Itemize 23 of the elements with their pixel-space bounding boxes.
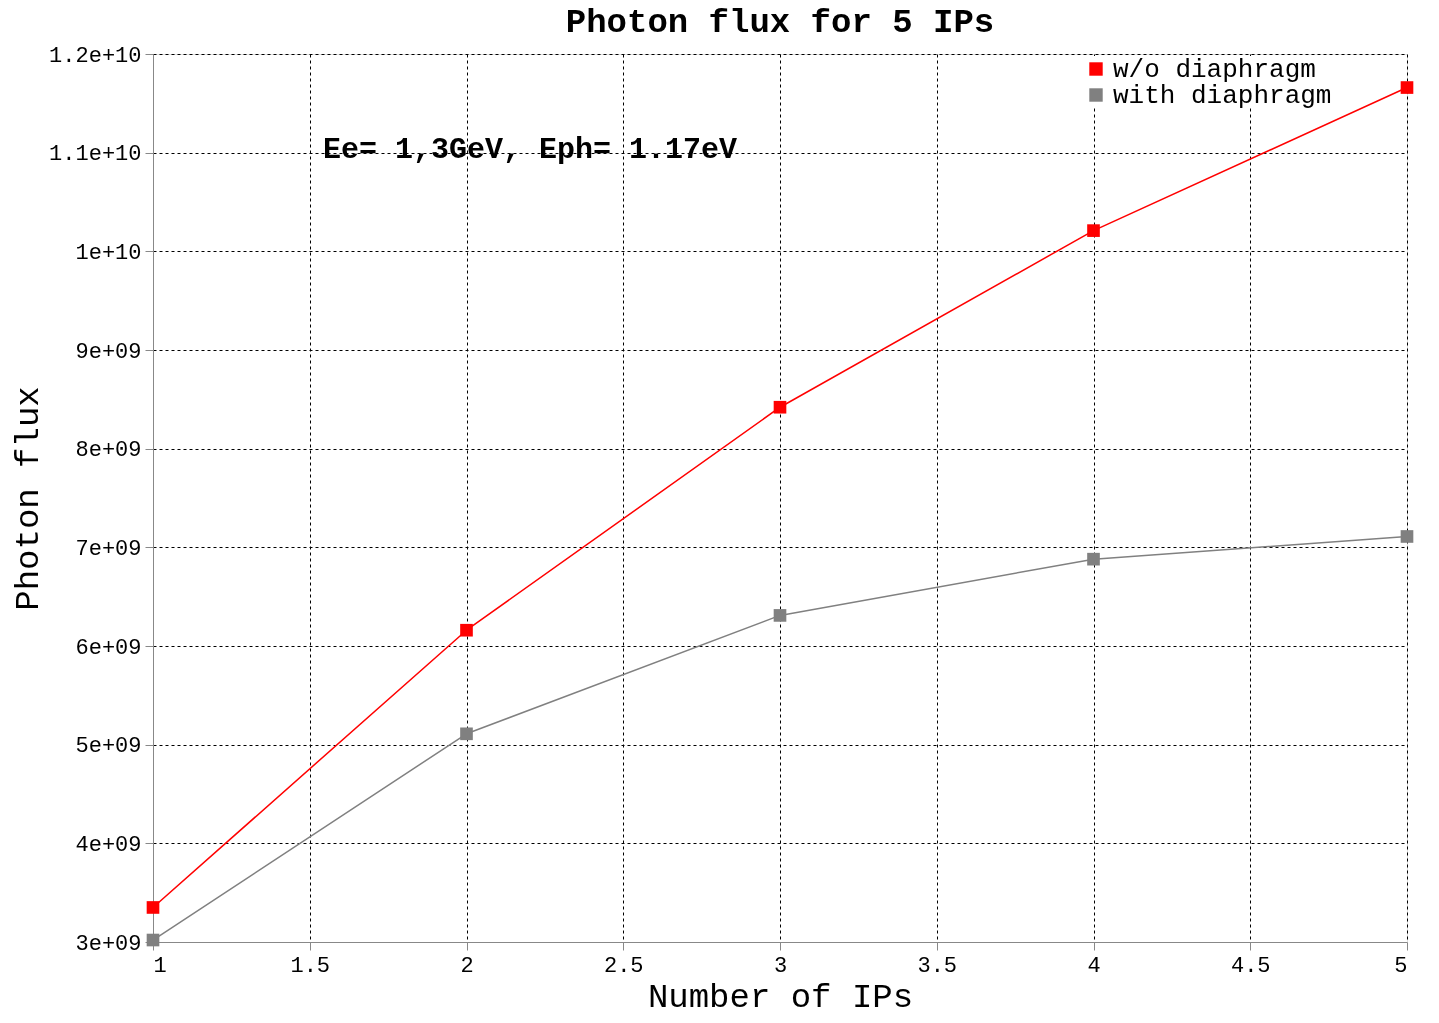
- y-tick-label: 6e+09: [75, 635, 142, 661]
- x-tick-label: 4.5: [1230, 953, 1271, 979]
- y-axis-title: Photon flux: [10, 386, 49, 611]
- x-tick-label: 2.5: [603, 953, 644, 979]
- y-tick-label: 1.1e+10: [49, 142, 142, 168]
- y-tick-label: 7e+09: [75, 536, 142, 562]
- x-tick-label: 3: [773, 953, 788, 979]
- y-tick-label: 8e+09: [75, 438, 142, 464]
- x-tick-label: 1.5: [290, 953, 331, 979]
- x-axis-title: Number of IPs: [647, 978, 914, 1017]
- x-tick-label: 4: [1087, 953, 1101, 979]
- y-tick-label: 3e+09: [75, 931, 142, 957]
- chart-title: Photon flux for 5 IPs: [565, 4, 995, 42]
- x-tick-label: 3.5: [917, 953, 958, 979]
- annotation: Ee= 1,3GeV, Eph= 1.17eV: [323, 133, 738, 167]
- y-tick-label: 4e+09: [75, 832, 142, 858]
- y-tick-label: 9e+09: [75, 339, 142, 365]
- y-tick-label: 5e+09: [75, 734, 142, 760]
- x-tick-label: 2: [460, 953, 474, 979]
- y-tick-label: 1.2e+10: [49, 43, 142, 69]
- x-tick-label: 1: [153, 953, 167, 979]
- x-tick-label: 5: [1394, 953, 1408, 979]
- y-tick-label: 1e+10: [75, 240, 142, 266]
